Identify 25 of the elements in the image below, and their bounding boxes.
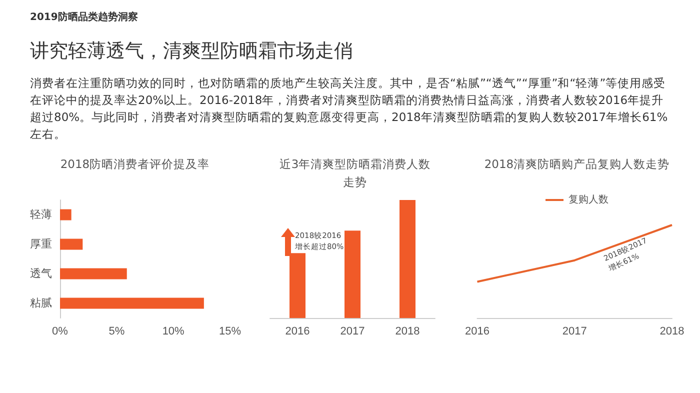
chart-title: 2018防晒消费者评价提及率 xyxy=(60,157,210,171)
x-tick-label: 2017 xyxy=(340,326,365,338)
bar xyxy=(60,238,83,250)
bar xyxy=(60,298,204,309)
bar xyxy=(60,268,127,280)
text: 2019防晒品类趋势洞察 xyxy=(30,10,138,24)
x-tick-label: 10% xyxy=(162,326,185,338)
x-tick-label: 15% xyxy=(218,326,242,338)
bar xyxy=(60,209,72,220)
x-tick-label: 2018 xyxy=(395,326,420,338)
y-tick-label: 透气 xyxy=(30,266,52,280)
x-tick-label: 5% xyxy=(108,326,125,338)
x-tick-label: 0% xyxy=(52,326,68,338)
chart-title: 近3年清爽型防晒霜消费人数走势 xyxy=(279,157,431,189)
legend-label: 复购人数 xyxy=(568,194,608,206)
x-tick-label: 2016 xyxy=(285,326,310,338)
x-tick-label: 2018 xyxy=(660,326,684,338)
text: 消费者在注重防晒功效的同时，也对防晒霜的质地产生较高关注度。其中，是否“粘腻”“透气”“厚重”和“轻薄”等使用感受在评论中的提及率达20%以上。2016-2018年，消费者对清爽型防晒霜的消费热情日益高涨，消费者人数较2016年提升超过80%。与此同时，消费者对清爽型防晒霜的复购意愿变得更高，2018年清爽型防晒霜的复购人数较2017年增长61%左右。 xyxy=(30,75,669,143)
x-tick-label: 2017 xyxy=(562,326,587,338)
text: 讲究轻薄透气，清爽型防晒霜市场走俏 xyxy=(30,39,353,64)
y-tick-label: 厚重 xyxy=(30,237,52,250)
y-tick-label: 轻薄 xyxy=(30,208,52,221)
chart-title: 2018清爽防晒购产品复购人数走势 xyxy=(484,157,670,171)
y-tick-label: 粘腻 xyxy=(30,296,52,310)
x-tick-label: 2016 xyxy=(464,326,490,338)
